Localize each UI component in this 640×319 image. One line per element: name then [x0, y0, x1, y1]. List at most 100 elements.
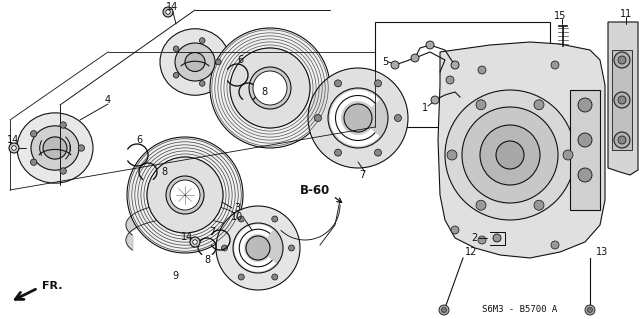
- Circle shape: [480, 125, 540, 185]
- Circle shape: [147, 157, 223, 233]
- Circle shape: [173, 72, 179, 78]
- Circle shape: [308, 68, 408, 168]
- Text: 6: 6: [136, 135, 142, 145]
- Circle shape: [249, 67, 291, 109]
- Text: FR.: FR.: [42, 281, 63, 291]
- Text: 1: 1: [422, 103, 428, 113]
- Circle shape: [216, 59, 221, 65]
- Circle shape: [614, 92, 630, 108]
- Circle shape: [426, 41, 434, 49]
- Ellipse shape: [43, 137, 67, 159]
- Circle shape: [618, 96, 626, 104]
- Circle shape: [478, 66, 486, 74]
- Text: 3: 3: [234, 203, 240, 213]
- Circle shape: [551, 241, 559, 249]
- Circle shape: [476, 100, 486, 110]
- FancyBboxPatch shape: [612, 50, 632, 150]
- Circle shape: [289, 245, 294, 251]
- Circle shape: [166, 176, 204, 214]
- Text: 6: 6: [237, 55, 243, 65]
- Circle shape: [166, 10, 170, 14]
- Circle shape: [60, 122, 67, 128]
- Circle shape: [411, 54, 419, 62]
- Circle shape: [233, 223, 283, 273]
- Ellipse shape: [17, 113, 93, 183]
- Circle shape: [588, 308, 593, 313]
- Text: 2: 2: [471, 233, 477, 243]
- Circle shape: [163, 7, 173, 17]
- Circle shape: [60, 168, 67, 174]
- Circle shape: [335, 149, 342, 156]
- Circle shape: [253, 71, 287, 105]
- Text: 5: 5: [382, 57, 388, 67]
- Circle shape: [12, 146, 16, 150]
- Circle shape: [462, 107, 558, 203]
- FancyBboxPatch shape: [570, 90, 600, 210]
- Circle shape: [578, 133, 592, 147]
- Circle shape: [496, 141, 524, 169]
- Text: 12: 12: [465, 247, 477, 257]
- Circle shape: [173, 46, 179, 52]
- Text: 15: 15: [554, 11, 566, 21]
- Circle shape: [193, 240, 197, 244]
- Text: 7: 7: [209, 227, 215, 237]
- Circle shape: [374, 80, 381, 87]
- Circle shape: [618, 56, 626, 64]
- Circle shape: [493, 234, 501, 242]
- Text: 14: 14: [7, 135, 19, 145]
- Text: 8: 8: [161, 167, 167, 177]
- Circle shape: [272, 216, 278, 222]
- Ellipse shape: [175, 43, 215, 81]
- Circle shape: [614, 52, 630, 68]
- Circle shape: [335, 80, 342, 87]
- Circle shape: [170, 180, 200, 210]
- Circle shape: [391, 61, 399, 69]
- Circle shape: [200, 81, 205, 86]
- Text: 11: 11: [620, 9, 632, 19]
- Circle shape: [447, 150, 457, 160]
- Circle shape: [394, 115, 401, 122]
- Ellipse shape: [31, 126, 79, 170]
- Circle shape: [9, 143, 19, 153]
- Circle shape: [328, 88, 388, 148]
- Text: 10: 10: [231, 212, 243, 222]
- Circle shape: [216, 206, 300, 290]
- Circle shape: [618, 136, 626, 144]
- Circle shape: [190, 237, 200, 247]
- Circle shape: [534, 100, 544, 110]
- Circle shape: [451, 226, 459, 234]
- Text: S6M3 - B5700 A: S6M3 - B5700 A: [483, 306, 557, 315]
- Ellipse shape: [185, 53, 205, 71]
- Circle shape: [221, 245, 227, 251]
- Ellipse shape: [160, 29, 230, 95]
- Circle shape: [238, 216, 244, 222]
- Circle shape: [246, 236, 270, 260]
- Ellipse shape: [127, 137, 243, 253]
- Circle shape: [563, 150, 573, 160]
- Circle shape: [476, 200, 486, 210]
- Text: 14: 14: [181, 232, 193, 242]
- Polygon shape: [438, 42, 605, 258]
- Circle shape: [534, 200, 544, 210]
- Circle shape: [200, 38, 205, 43]
- Circle shape: [374, 149, 381, 156]
- Circle shape: [31, 130, 37, 137]
- Circle shape: [446, 76, 454, 84]
- Text: 8: 8: [204, 255, 210, 265]
- Text: 4: 4: [105, 95, 111, 105]
- Circle shape: [451, 61, 459, 69]
- Text: 13: 13: [596, 247, 608, 257]
- Circle shape: [238, 274, 244, 280]
- Circle shape: [230, 48, 310, 128]
- Polygon shape: [608, 22, 638, 175]
- Text: B-60: B-60: [300, 183, 330, 197]
- Text: 7: 7: [359, 170, 365, 180]
- Circle shape: [614, 132, 630, 148]
- Circle shape: [442, 308, 447, 313]
- Circle shape: [314, 115, 321, 122]
- Circle shape: [478, 236, 486, 244]
- Text: 9: 9: [172, 271, 178, 281]
- Circle shape: [578, 98, 592, 112]
- Circle shape: [31, 159, 37, 166]
- Circle shape: [272, 274, 278, 280]
